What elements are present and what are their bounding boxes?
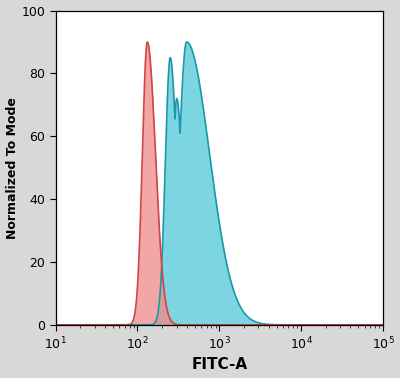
X-axis label: FITC-A: FITC-A: [191, 358, 247, 372]
Y-axis label: Normalized To Mode: Normalized To Mode: [6, 97, 18, 239]
